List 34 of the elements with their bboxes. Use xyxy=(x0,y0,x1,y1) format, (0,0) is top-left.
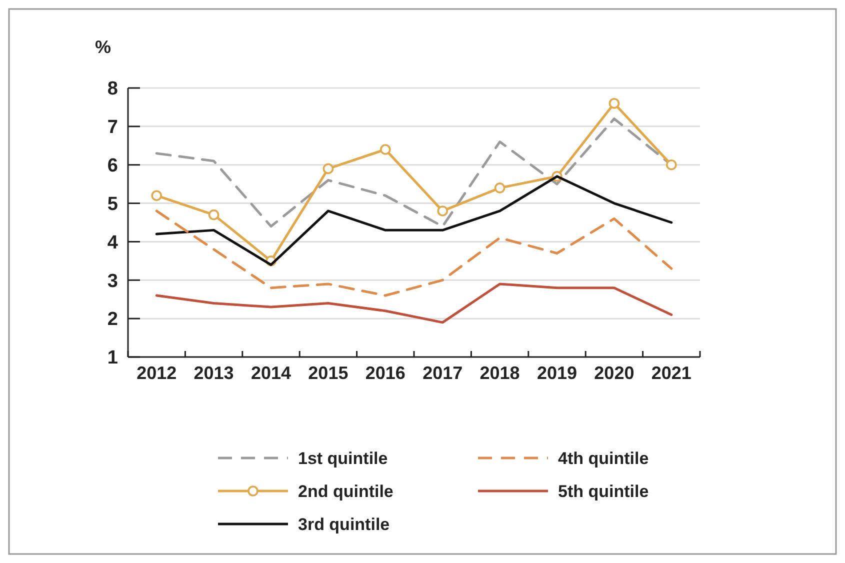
y-tick-label: 7 xyxy=(107,117,118,138)
legend-label: 4th quintile xyxy=(558,449,649,468)
point xyxy=(608,98,620,109)
point xyxy=(322,163,334,174)
x-tick-label: 2019 xyxy=(536,363,578,383)
x-tick-label: 2018 xyxy=(480,363,520,383)
legend-label: 5th quintile xyxy=(558,482,649,501)
point xyxy=(666,159,677,170)
point xyxy=(494,182,506,194)
y-tick-label: 4 xyxy=(107,232,118,254)
point xyxy=(380,144,391,155)
line-series xyxy=(155,282,673,324)
y-axis-title: % xyxy=(94,37,112,57)
legend-label: 2nd quintile xyxy=(298,482,394,501)
x-tick-label: 2021 xyxy=(651,363,692,383)
point xyxy=(151,190,162,201)
line-series xyxy=(155,210,673,297)
y-tick-label: 3 xyxy=(107,270,118,292)
x-tick-label: 2020 xyxy=(594,363,634,383)
x-tick-label: 2015 xyxy=(308,363,348,383)
point xyxy=(437,206,448,216)
y-tick-label: 2 xyxy=(107,309,118,330)
y-tick-label: 1 xyxy=(107,348,118,369)
y-tick-label: 6 xyxy=(107,156,118,177)
x-tick-label: 2016 xyxy=(365,363,406,383)
legend-label: 1st quintile xyxy=(298,449,388,468)
x-tick-label: 2013 xyxy=(194,363,234,383)
x-tick-label: 2017 xyxy=(422,363,463,383)
x-tick-label: 2012 xyxy=(136,363,177,383)
y-tick-label: 5 xyxy=(107,194,118,215)
x-tick-label: 2014 xyxy=(250,363,292,383)
legend-label: 3rd quintile xyxy=(298,515,390,534)
y-tick-label: 8 xyxy=(107,78,118,100)
point xyxy=(208,209,220,220)
